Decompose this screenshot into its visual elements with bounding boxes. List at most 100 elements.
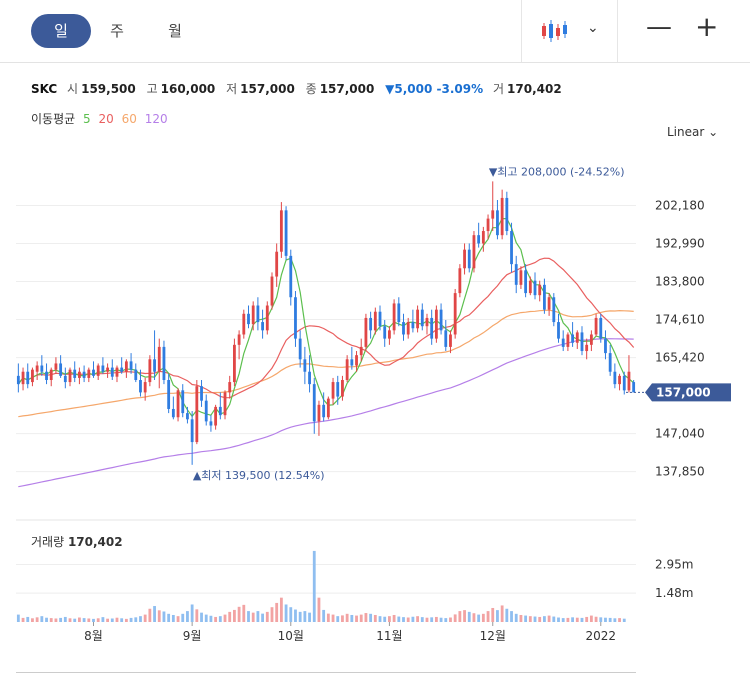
volume-bar (181, 613, 185, 622)
last-price-label: 157,000 (656, 385, 711, 399)
tab-month[interactable]: 월 (168, 22, 182, 40)
candle-body (341, 380, 344, 397)
candle-body (510, 231, 513, 265)
candle-body (467, 249, 471, 269)
candle-body (416, 309, 419, 329)
volume-bar (566, 617, 570, 622)
volume-bar (261, 613, 264, 622)
high-annotation: ▼최고 208,000 (-24.52%) (489, 165, 625, 178)
volume-bar (303, 611, 307, 622)
candle-body (139, 380, 142, 393)
candle-body (129, 361, 133, 370)
candle-body (275, 251, 279, 277)
volume-bar (115, 617, 119, 622)
y-tick-label: 192,990 (655, 236, 705, 250)
volume-bar (209, 615, 213, 622)
volume-bar (392, 614, 396, 622)
ma120-line (18, 338, 634, 488)
volume-bar (359, 614, 363, 622)
candle-body (575, 332, 579, 343)
candle-body (604, 338, 607, 354)
candle-body (444, 330, 448, 347)
volume-bar (195, 609, 199, 622)
chart-type-dropdown-icon[interactable]: ⌄ (587, 20, 599, 36)
volume-bar (439, 617, 443, 622)
volume-title: 거래량 170,402 (31, 533, 123, 550)
volume-bar (148, 608, 152, 622)
volume-bar (331, 614, 335, 622)
tab-week[interactable]: 주 (110, 22, 124, 40)
candle-body (373, 311, 377, 331)
candle-body (500, 197, 504, 236)
ma20-line (17, 257, 635, 399)
volume-bar (214, 616, 218, 622)
candle-body (594, 317, 598, 335)
candle-body (613, 371, 617, 385)
volume-bar (402, 617, 405, 622)
volume-bar (21, 617, 25, 622)
quote-summary: SKC 시 159,500 고 160,000 저 157,000 종 157,000 … (31, 80, 569, 97)
volume-bar (275, 602, 279, 622)
candle-body (171, 408, 175, 418)
zoom-out-icon[interactable]: — (646, 12, 672, 42)
volume-bar (200, 612, 203, 622)
volume-bar (514, 613, 518, 622)
volume-bar (143, 614, 147, 622)
volume-bar (247, 611, 250, 622)
candle-body (200, 386, 203, 401)
candle-body (45, 371, 48, 380)
candle-body (101, 365, 105, 372)
volume-bar (467, 611, 471, 622)
candle-body (538, 284, 542, 296)
candle-body (204, 400, 208, 422)
change-value: ▼5,000 -3.09% (385, 82, 484, 96)
candle-body (279, 210, 283, 252)
candle-body (92, 369, 95, 376)
candle-body (233, 344, 236, 383)
candle-body (223, 392, 227, 416)
zoom-in-icon[interactable]: + (695, 10, 719, 43)
candle-body (580, 332, 584, 352)
candle-body (622, 375, 626, 391)
candle-body (397, 303, 401, 323)
candle-body (312, 384, 316, 422)
close-value: 157,000 (319, 82, 375, 96)
candle-body (350, 359, 354, 366)
ma5-legend[interactable]: 5 (83, 112, 91, 126)
volume-bar (190, 604, 194, 622)
candlestick-chart-icon[interactable] (540, 18, 570, 44)
volume-bar (496, 610, 499, 622)
candle-body (82, 371, 86, 378)
candle-body (209, 421, 213, 426)
top-toolbar: 일 주 월 ⌄ — + (0, 0, 750, 63)
candle-body (270, 276, 274, 306)
candle-body (627, 371, 631, 391)
volume-bar (54, 618, 58, 622)
candle-body (524, 270, 528, 294)
volume-bar (547, 615, 551, 622)
scale-label: Linear (667, 125, 705, 139)
candle-body (21, 371, 25, 385)
candle-body (186, 413, 189, 420)
volume-bar (420, 617, 424, 622)
x-tick-label: 8월 (84, 629, 103, 643)
tab-day[interactable]: 일 (31, 14, 91, 48)
candle-body (388, 330, 391, 339)
candle-body (63, 375, 67, 383)
scale-selector[interactable]: Linear ⌄ (667, 125, 718, 139)
candle-body (87, 369, 91, 378)
x-tick-label: 9월 (183, 629, 202, 643)
volume-bar (153, 606, 156, 622)
ma20-legend[interactable]: 20 (98, 112, 114, 126)
volume-bar (416, 616, 419, 622)
candle-body (369, 317, 373, 331)
ma60-legend[interactable]: 60 (121, 112, 137, 126)
symbol: SKC (31, 82, 58, 96)
volume-bar (500, 605, 504, 622)
volume-bar (411, 616, 415, 622)
ma120-legend[interactable]: 120 (144, 112, 168, 126)
candle-body (68, 369, 72, 383)
volume-bar (350, 614, 354, 622)
candle-body (110, 367, 114, 377)
